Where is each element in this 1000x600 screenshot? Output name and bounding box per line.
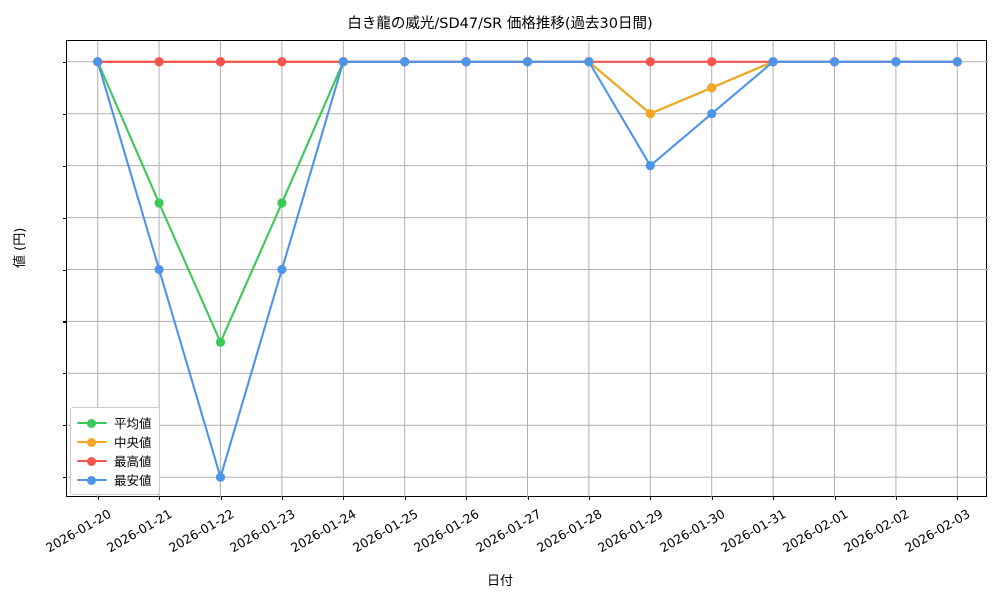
legend-item[interactable]: 最安値	[77, 470, 152, 489]
legend-color-swatch	[77, 474, 107, 486]
data-point-marker	[277, 198, 287, 208]
y-tick-mark	[63, 477, 67, 479]
data-series-layer	[93, 57, 962, 482]
data-point-marker	[154, 198, 164, 208]
legend-color-swatch	[77, 455, 107, 467]
data-point-marker	[645, 161, 655, 171]
data-point-marker	[215, 57, 226, 67]
legend-label: 最安値	[114, 473, 152, 488]
x-tick-mark	[404, 496, 406, 500]
x-tick-mark	[281, 496, 283, 500]
data-point-marker	[93, 57, 103, 67]
data-point-marker	[829, 57, 840, 67]
legend-item[interactable]: 最高値	[77, 451, 152, 470]
data-point-marker	[215, 472, 226, 482]
data-point-marker	[584, 57, 594, 67]
data-point-marker	[215, 337, 226, 347]
chart-title: 白き龍の威光/SD47/SR 価格推移(過去30日間)	[347, 16, 653, 32]
legend-label: 最高値	[114, 454, 152, 469]
legend-item[interactable]: 平均値	[77, 413, 152, 432]
legend-item[interactable]: 中央値	[77, 432, 152, 451]
data-point-marker	[461, 57, 471, 67]
y-tick-mark	[63, 165, 67, 167]
chart-legend: 平均値中央値最高値最安値	[70, 407, 160, 495]
data-point-marker	[645, 109, 655, 119]
data-point-marker	[768, 57, 778, 67]
y-axis-label: 値 (円)	[13, 227, 28, 268]
x-tick-mark	[834, 496, 836, 500]
x-tick-mark	[773, 496, 775, 500]
series-line	[96, 60, 959, 344]
x-axis-label: 日付	[486, 574, 513, 589]
data-point-marker	[277, 57, 287, 67]
data-point-marker	[154, 264, 164, 275]
data-point-marker	[707, 57, 717, 67]
x-tick-mark	[895, 496, 897, 500]
x-tick-mark	[159, 496, 161, 500]
y-tick-mark	[63, 217, 67, 219]
x-tick-mark	[343, 496, 345, 500]
legend-color-swatch	[77, 417, 107, 429]
x-tick-mark	[588, 496, 590, 500]
x-tick-mark	[711, 496, 713, 500]
y-tick-mark	[63, 113, 67, 115]
data-point-marker	[952, 57, 962, 67]
y-tick-mark	[63, 61, 67, 63]
x-tick-mark	[220, 496, 222, 500]
x-tick-mark	[97, 496, 99, 500]
y-tick-mark	[63, 321, 67, 323]
data-point-marker	[338, 57, 348, 67]
legend-color-swatch	[77, 436, 107, 448]
x-tick-mark	[466, 496, 468, 500]
data-point-marker	[400, 57, 410, 67]
series-line	[96, 60, 959, 479]
data-point-marker	[891, 57, 901, 67]
data-point-marker	[522, 57, 533, 67]
data-point-marker	[707, 109, 717, 119]
plot-area	[63, 40, 988, 500]
series-line	[96, 60, 959, 115]
y-tick-mark	[63, 373, 67, 375]
data-point-marker	[277, 264, 287, 275]
x-tick-mark	[957, 496, 959, 500]
data-point-marker	[154, 57, 164, 67]
y-tick-mark	[63, 269, 67, 271]
x-tick-mark	[527, 496, 529, 500]
legend-label: 平均値	[114, 416, 152, 431]
x-tick-mark	[650, 496, 652, 500]
legend-label: 中央値	[114, 435, 152, 450]
data-point-marker	[707, 83, 717, 93]
data-point-marker	[645, 57, 655, 67]
y-tick-mark	[63, 425, 67, 427]
